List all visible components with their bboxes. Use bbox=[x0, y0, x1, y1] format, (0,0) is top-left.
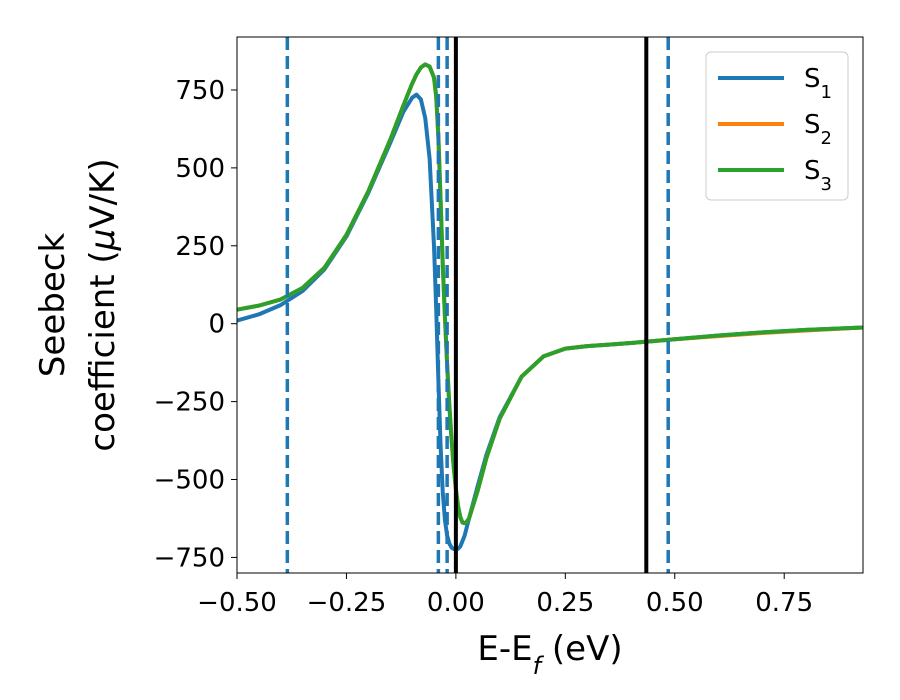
x-tick-label: 0.00 bbox=[427, 588, 485, 618]
y-tick-label: 0 bbox=[208, 310, 225, 340]
x-tick-label: 0.75 bbox=[755, 588, 813, 618]
y-tick-label: 750 bbox=[175, 76, 225, 106]
x-tick-label: 0.25 bbox=[536, 588, 594, 618]
x-tick-label: 0.50 bbox=[646, 588, 704, 618]
x-tick-label: −0.50 bbox=[197, 588, 277, 618]
legend-label-1: S1 bbox=[804, 64, 832, 103]
y-tick-label: 500 bbox=[175, 154, 225, 184]
y-tick-label: −750 bbox=[154, 543, 225, 573]
y-tick-label: −500 bbox=[154, 466, 225, 496]
legend: S1 S2 S3 bbox=[705, 51, 849, 201]
y-axis-title: Seebeck coefficient (μV/K) bbox=[33, 158, 123, 451]
y-axis-title-line1: Seebeck bbox=[33, 233, 73, 378]
y-tick-label: 250 bbox=[175, 232, 225, 262]
x-axis-title: E-Ef (eV) bbox=[477, 629, 622, 680]
y-tick-label: −250 bbox=[154, 388, 225, 418]
series-line-3 bbox=[237, 62, 863, 526]
plot-area bbox=[237, 37, 863, 573]
y-axis-title-line2: coefficient (μV/K) bbox=[83, 158, 123, 451]
legend-label-2: S2 bbox=[804, 110, 832, 149]
axes-frame bbox=[236, 36, 864, 574]
x-tick-label: −0.25 bbox=[307, 588, 387, 618]
legend-label-3: S3 bbox=[804, 156, 832, 195]
ticks: −0.50 −0.25 0.00 0.25 0.50 0.75 −750 −500 −250 0 2… bbox=[154, 76, 814, 618]
